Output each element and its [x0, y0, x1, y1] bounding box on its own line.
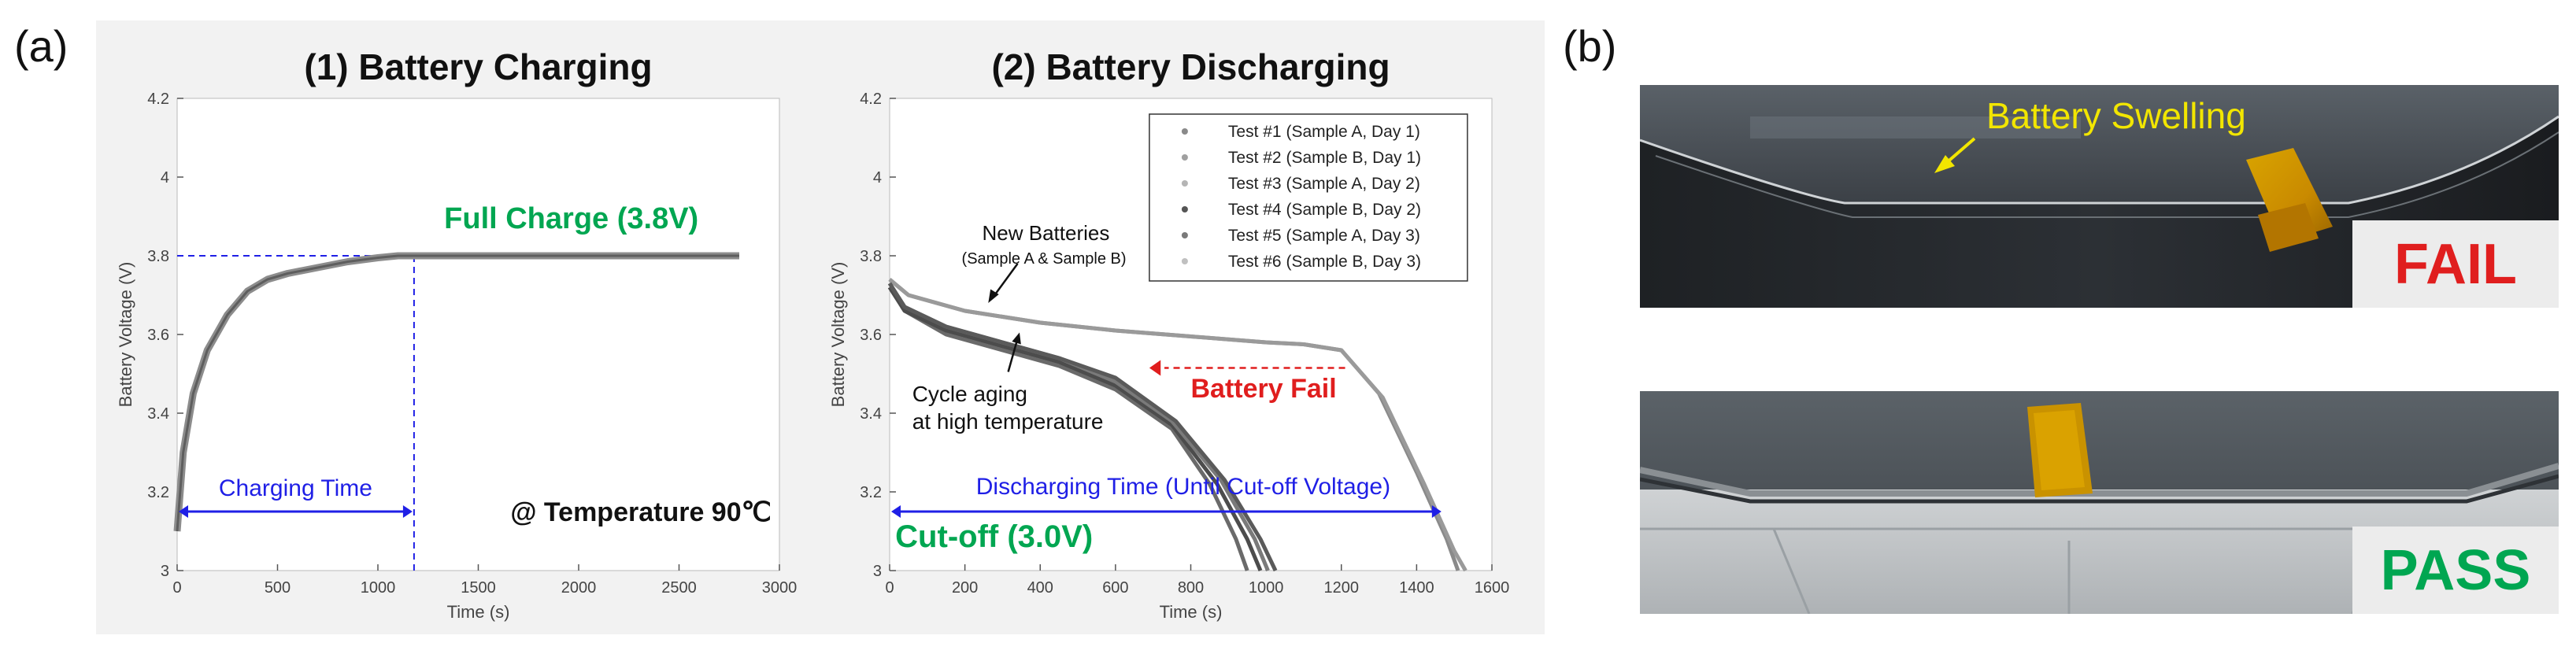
legend-marker: [1181, 206, 1188, 212]
discharging-time-arrow-head-left: [891, 505, 901, 518]
fail-photo-rim: [1640, 116, 2559, 308]
x-tick-label: 1200: [1324, 579, 1360, 597]
x-tick-label: 1600: [1475, 579, 1510, 597]
panel-b-label: (b): [1563, 21, 1617, 71]
y-tick-label: 3.8: [860, 248, 882, 265]
fail-photo-edge-line-2: [1655, 131, 2559, 218]
y-tick-label: 3: [161, 563, 169, 580]
x-tick-label: 600: [1102, 579, 1128, 597]
y-tick-label: 3.4: [860, 405, 882, 423]
y-tick-label: 3.8: [147, 248, 169, 265]
plot-area: [176, 98, 780, 571]
y-tick-label: 4.2: [147, 91, 169, 108]
y-tick-label: 4: [873, 169, 882, 187]
y-tick-label: 4: [161, 169, 169, 187]
new-batteries-label: New Batteries: [983, 221, 1110, 245]
discharge-curve: [887, 282, 1278, 572]
fail-verdict-label: FAIL: [2352, 220, 2559, 308]
fail-photo: Battery Swelling FAIL: [1640, 85, 2559, 308]
x-tick-label: 400: [1027, 579, 1053, 597]
legend-marker: [1181, 128, 1188, 135]
chart-title: (1) Battery Charging: [304, 46, 652, 87]
charging-chart: (1) Battery Charging 0 500 1000 1500 2000 2500…: [116, 46, 797, 622]
x-tick-label: 0: [885, 579, 894, 597]
fail-photo-edge-line: [1640, 115, 2559, 205]
y-tick-label: 3.4: [147, 405, 169, 423]
pass-photo-tray-line: [1640, 527, 2559, 614]
x-axis-label: Time (s): [1160, 602, 1223, 622]
x-tick-label: 0: [172, 579, 181, 597]
legend-entry: Test #1 (Sample A, Day 1): [1228, 123, 1420, 141]
legend-entry: Test #6 (Sample B, Day 3): [1228, 253, 1421, 271]
legend-marker: [1181, 180, 1188, 187]
pass-photo-cell-edge: [1640, 463, 2559, 497]
cutoff-label: Cut-off (3.0V): [895, 519, 1093, 554]
x-tick-label: 2500: [661, 579, 697, 597]
x-tick-label: 1400: [1399, 579, 1434, 597]
charging-time-arrow-head-left: [179, 505, 188, 518]
x-tick-label: 2000: [561, 579, 597, 597]
battery-fail-label: Battery Fail: [1191, 374, 1337, 404]
pass-photo-cell-edge-2: [1640, 474, 2559, 504]
temperature-label: @ Temperature 90℃: [510, 497, 771, 527]
x-axis-label: Time (s): [447, 602, 510, 622]
charging-curve: [176, 254, 739, 532]
y-tick-label: 3.6: [147, 327, 169, 344]
pass-photo: PASS: [1640, 391, 2559, 614]
y-tick-label: 4.2: [860, 91, 882, 108]
legend-marker: [1181, 258, 1188, 264]
new-batteries-pointer-head: [988, 289, 999, 303]
fail-photo-tape: [2246, 148, 2333, 252]
cycle-aging-label-2: at high temperature: [912, 409, 1104, 434]
full-charge-label: Full Charge (3.8V): [444, 202, 698, 235]
cycle-aging-pointer-head: [1012, 332, 1021, 345]
pass-verdict-label: PASS: [2352, 527, 2559, 614]
y-axis-label: Battery Voltage (V): [828, 262, 848, 408]
legend-entry: Test #5 (Sample A, Day 3): [1228, 227, 1420, 245]
cycle-aging-label-1: Cycle aging: [912, 382, 1027, 406]
new-batteries-pointer: [992, 263, 1019, 298]
cycle-aging-pointer: [1007, 338, 1019, 372]
y-tick-label: 3: [873, 563, 882, 580]
battery-fail-arrow-head: [1149, 360, 1161, 376]
legend-entry: Test #3 (Sample A, Day 2): [1228, 175, 1420, 193]
discharging-time-label: Discharging Time (Until Cut-off Voltage): [976, 474, 1390, 500]
fail-photo-reflection: [1750, 116, 2081, 139]
battery-swelling-callout: Battery Swelling: [1986, 95, 2246, 136]
chart-title: (2) Battery Discharging: [991, 46, 1390, 87]
x-tick-label: 500: [265, 579, 291, 597]
y-tick-label: 3.2: [860, 484, 882, 501]
legend-entry: Test #2 (Sample B, Day 1): [1228, 149, 1421, 167]
discharging-chart: (2) Battery Discharging 0 200 400 600 800 1000…: [828, 46, 1509, 622]
x-tick-label: 200: [952, 579, 978, 597]
charging-time-arrow-head-right: [402, 505, 413, 518]
x-tick-label: 800: [1178, 579, 1204, 597]
discharging-time-arrow-head-right: [1431, 505, 1442, 518]
y-tick-label: 3.6: [860, 327, 882, 344]
y-tick-label: 3.2: [147, 484, 169, 501]
new-batteries-sublabel: (Sample A & Sample B): [962, 250, 1127, 268]
x-tick-label: 3000: [762, 579, 798, 597]
x-tick-label: 1000: [361, 579, 396, 597]
legend-marker: [1181, 154, 1188, 161]
x-tick-label: 1000: [1249, 579, 1284, 597]
panel-a-label: (a): [14, 21, 68, 71]
legend-marker: [1181, 232, 1188, 238]
legend-box: [1149, 113, 1468, 282]
charging-time-label: Charging Time: [219, 475, 372, 501]
x-tick-label: 1500: [461, 579, 496, 597]
battery-swelling-arrow: [1934, 137, 1976, 173]
discharge-curve: [888, 278, 1468, 572]
pass-photo-tape: [2027, 403, 2093, 497]
legend-entry: Test #4 (Sample B, Day 2): [1228, 201, 1421, 219]
y-axis-label: Battery Voltage (V): [116, 262, 135, 408]
